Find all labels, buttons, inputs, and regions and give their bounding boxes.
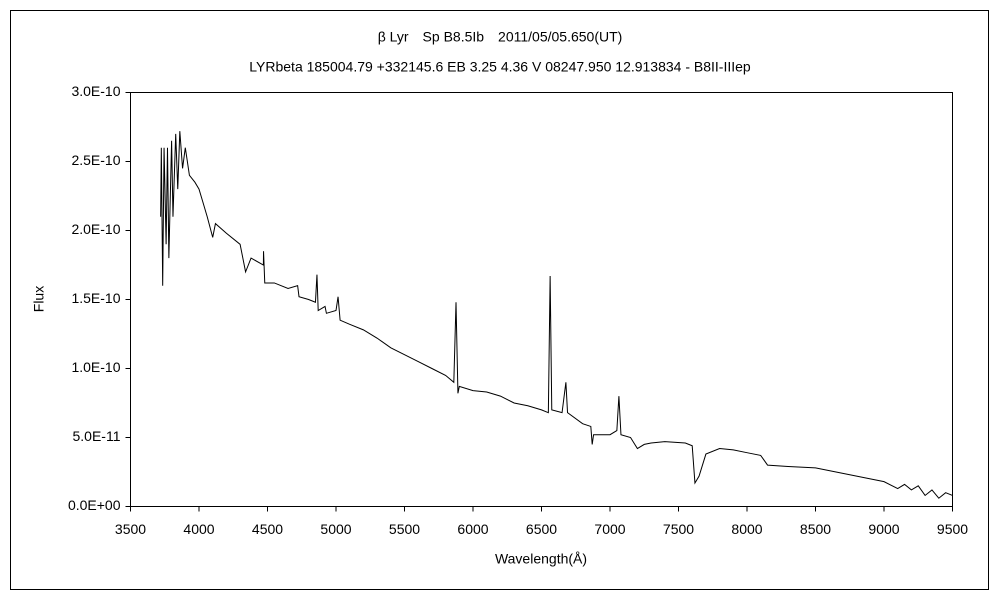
x-tick-label: 9000 [868, 521, 899, 537]
y-tick-label: 5.0E-11 [73, 428, 121, 444]
chart-subtitle: LYRbeta 185004.79 +332145.6 EB 3.25 4.36… [249, 59, 751, 75]
x-tick-label: 8500 [800, 521, 831, 537]
chart-frame [10, 10, 989, 590]
x-axis-label: Wavelength(Å) [495, 551, 587, 567]
x-tick-label: 8000 [731, 521, 762, 537]
y-tick-label: 2.0E-10 [71, 221, 120, 237]
spectrum-line [160, 131, 953, 499]
x-tick-label: 6500 [526, 521, 557, 537]
chart-title: β Lyr Sp B8.5Ib 2011/05/05.650(UT) [378, 29, 623, 45]
x-tick-label: 9500 [937, 521, 968, 537]
y-tick-label: 3.0E-10 [71, 83, 120, 99]
x-tick-label: 5000 [320, 521, 351, 537]
y-axis-label: Flux [31, 286, 47, 312]
y-tick-label: 0.0E+00 [68, 497, 121, 513]
x-tick-label: 7500 [663, 521, 694, 537]
y-tick-label: 2.5E-10 [71, 152, 120, 168]
y-tick-label: 1.5E-10 [71, 290, 120, 306]
x-tick-label: 7000 [594, 521, 625, 537]
x-tick-label: 3500 [115, 521, 146, 537]
y-tick-label: 1.0E-10 [71, 359, 120, 375]
x-tick-label: 5500 [389, 521, 420, 537]
x-tick-label: 4500 [252, 521, 283, 537]
x-tick-label: 6000 [457, 521, 488, 537]
x-tick-label: 4000 [183, 521, 214, 537]
plot-frame [130, 92, 953, 507]
